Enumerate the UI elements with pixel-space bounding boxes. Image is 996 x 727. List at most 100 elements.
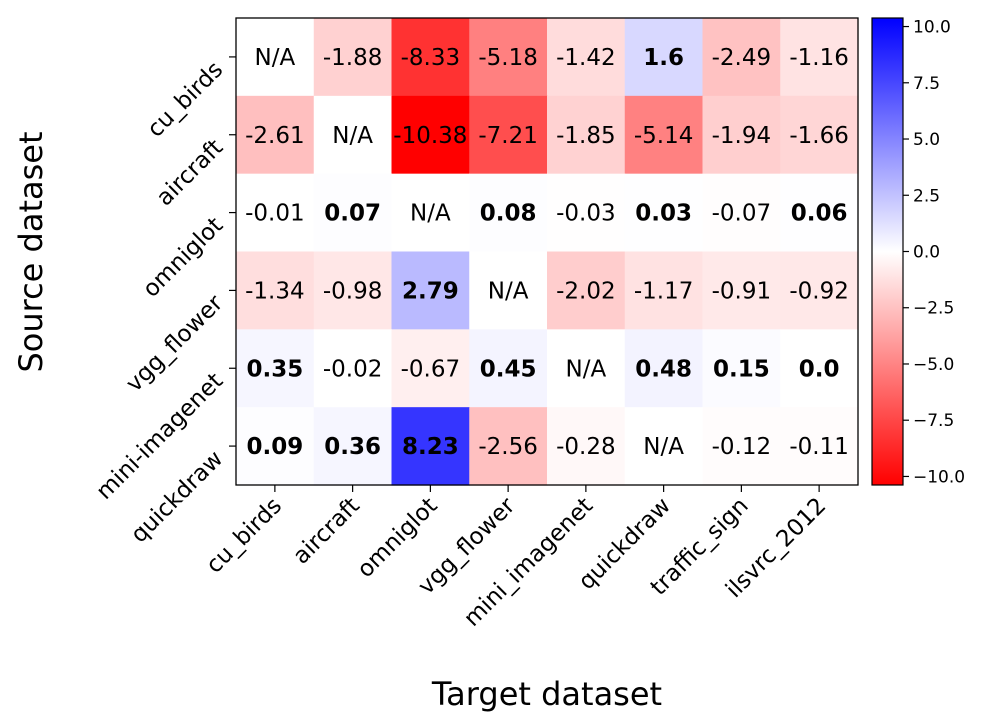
cell-value-label: -5.14 bbox=[634, 123, 694, 149]
plot-frame bbox=[235, 17, 859, 486]
cell-value-label: 0.03 bbox=[635, 201, 692, 227]
cell-value-label: 8.23 bbox=[402, 434, 459, 460]
cell-value-label: 0.07 bbox=[324, 201, 381, 227]
cell-value-label: -2.61 bbox=[245, 123, 305, 149]
heatmap-cell bbox=[702, 18, 781, 97]
colorbar-tick-label: −2.5 bbox=[913, 299, 954, 319]
heatmap-cell bbox=[547, 329, 626, 408]
cell-value-label: -0.02 bbox=[323, 356, 383, 382]
cell-value-label: -2.56 bbox=[478, 434, 538, 460]
heatmap-cell bbox=[702, 251, 781, 330]
cell-value-label: 0.48 bbox=[635, 356, 692, 382]
heatmap-cell bbox=[469, 329, 548, 408]
heatmap-cell bbox=[780, 407, 859, 486]
colorbar-tick-label: 5.0 bbox=[913, 130, 940, 150]
heatmap-cell bbox=[236, 407, 315, 486]
cell-value-label: 0.15 bbox=[713, 356, 770, 382]
colorbar bbox=[871, 17, 904, 486]
cell-value-label: -0.12 bbox=[712, 434, 772, 460]
cell-value-label: N/A bbox=[332, 123, 373, 149]
heatmap-cell bbox=[469, 251, 548, 330]
cell-value-label: -1.34 bbox=[245, 278, 305, 304]
heatmap-cell bbox=[313, 407, 393, 486]
heatmap-cell bbox=[547, 173, 626, 253]
cell-value-label: N/A bbox=[255, 45, 296, 71]
x-axis-title: Target dataset bbox=[431, 675, 662, 713]
cell-value-label: -0.11 bbox=[789, 434, 849, 460]
heatmap-cell bbox=[391, 173, 470, 253]
x-tick-label: cu_birds bbox=[201, 493, 287, 579]
heatmap-cell bbox=[391, 251, 470, 330]
cell-value-label: -1.16 bbox=[789, 45, 849, 71]
y-axis-title: Source dataset bbox=[12, 131, 50, 372]
heatmap-cell bbox=[624, 95, 704, 175]
heatmap-cell bbox=[702, 173, 781, 253]
cell-value-label: N/A bbox=[410, 201, 451, 227]
cell-value-label: -2.49 bbox=[712, 45, 772, 71]
cell-value-label: -8.33 bbox=[401, 45, 461, 71]
colorbar-tick-label: 7.5 bbox=[913, 74, 940, 94]
y-tick-label: cu_birds bbox=[142, 57, 228, 143]
heatmap-cell bbox=[391, 95, 470, 175]
cell-value-label: 0.36 bbox=[324, 434, 381, 460]
heatmap-cell bbox=[624, 18, 704, 97]
cell-value-label: -0.67 bbox=[401, 356, 461, 382]
cell-value-label: -0.28 bbox=[556, 434, 616, 460]
heatmap-cell bbox=[780, 95, 859, 175]
heatmap-cell bbox=[313, 329, 393, 408]
cell-value-label: 1.6 bbox=[643, 45, 684, 71]
heatmap-cell bbox=[313, 95, 393, 175]
heatmap-cell bbox=[780, 251, 859, 330]
heatmap-cell bbox=[236, 329, 315, 408]
heatmap-cell bbox=[780, 173, 859, 253]
cell-value-label: -1.66 bbox=[789, 123, 849, 149]
cell-value-label: 0.35 bbox=[247, 356, 304, 382]
heatmap-cell bbox=[391, 18, 470, 97]
heatmap-cell bbox=[236, 251, 315, 330]
heatmap-cell bbox=[469, 18, 548, 97]
cell-value-label: -1.42 bbox=[556, 45, 616, 71]
cell-value-label: -0.01 bbox=[245, 201, 305, 227]
heatmap-cell bbox=[702, 407, 781, 486]
heatmap-cell bbox=[624, 329, 704, 408]
heatmap-cell bbox=[547, 251, 626, 330]
cell-value-label: 0.06 bbox=[791, 201, 848, 227]
heatmap-cell bbox=[624, 251, 704, 330]
cell-value-label: 0.0 bbox=[799, 356, 840, 382]
colorbar-tick-label: 2.5 bbox=[913, 186, 940, 206]
colorbar-tick-label: −10.0 bbox=[913, 467, 965, 487]
cell-value-label: -2.02 bbox=[556, 278, 616, 304]
heatmap-cell bbox=[702, 329, 781, 408]
cell-value-label: -0.07 bbox=[712, 201, 772, 227]
heatmap-cell bbox=[702, 95, 781, 175]
heatmap-cell bbox=[313, 173, 393, 253]
x-tick-label: aircraft bbox=[288, 493, 365, 570]
heatmap-cell bbox=[469, 95, 548, 175]
heatmap-cell bbox=[391, 329, 470, 408]
heatmap-cell bbox=[236, 18, 315, 97]
cell-value-label: -1.17 bbox=[634, 278, 694, 304]
colorbar-tick-label: −5.0 bbox=[913, 355, 954, 375]
heatmap-cell bbox=[469, 173, 548, 253]
heatmap-cell bbox=[547, 407, 626, 486]
cell-value-label: -10.38 bbox=[393, 123, 467, 149]
heatmap-cell bbox=[469, 407, 548, 486]
colorbar-tick-label: −7.5 bbox=[913, 411, 954, 431]
cell-value-label: -1.85 bbox=[556, 123, 616, 149]
cell-value-label: N/A bbox=[488, 278, 529, 304]
heatmap-cell bbox=[624, 173, 704, 253]
colorbar-tick-label: 10.0 bbox=[913, 18, 951, 38]
cell-value-label: 2.79 bbox=[402, 278, 459, 304]
cell-value-label: -5.18 bbox=[478, 45, 538, 71]
cell-value-label: 0.09 bbox=[247, 434, 304, 460]
cell-value-label: 0.08 bbox=[480, 201, 537, 227]
heatmap-cell bbox=[780, 18, 859, 97]
heatmap-cell bbox=[547, 95, 626, 175]
colorbar-tick-label: 0.0 bbox=[913, 243, 940, 263]
heatmap-cell bbox=[547, 18, 626, 97]
cell-value-label: N/A bbox=[566, 356, 607, 382]
cell-value-label: -0.92 bbox=[789, 278, 849, 304]
heatmap-cell bbox=[624, 407, 704, 486]
cell-value-label: -0.98 bbox=[323, 278, 383, 304]
